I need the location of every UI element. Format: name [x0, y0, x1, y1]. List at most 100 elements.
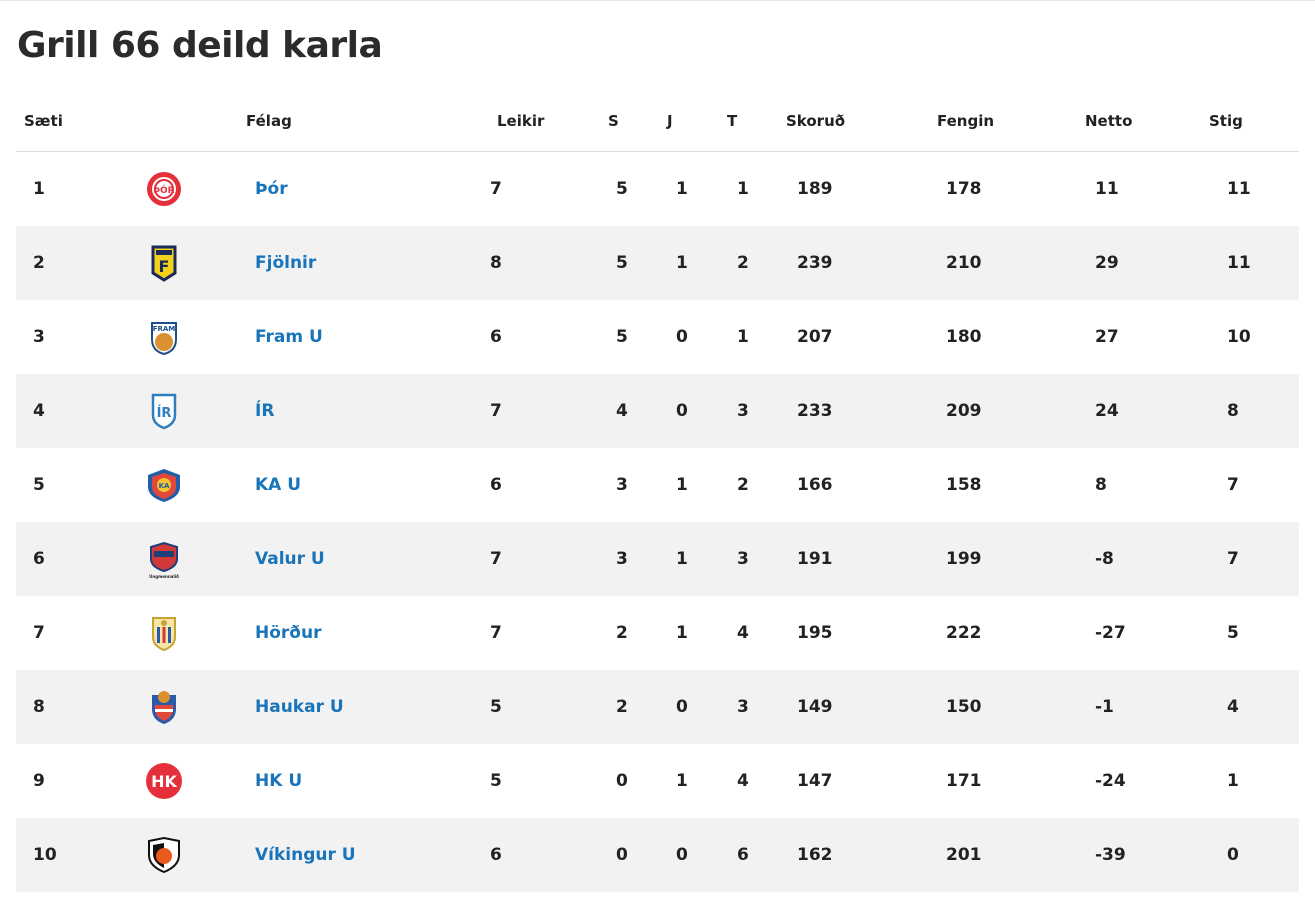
header-wins: S — [608, 90, 667, 152]
played-cell: 8 — [481, 226, 608, 300]
header-played: Leikir — [481, 90, 608, 152]
conceded-cell: 199 — [937, 522, 1085, 596]
rank-cell: 8 — [16, 670, 127, 744]
team-link[interactable]: Valur U — [255, 549, 325, 569]
team-cell: Fjölnir — [246, 226, 481, 300]
svg-text:HK: HK — [151, 772, 177, 791]
conceded-cell: 201 — [937, 818, 1085, 892]
wins-cell: 5 — [616, 179, 628, 199]
losses-cell: 3 — [727, 670, 786, 744]
points-cell: 4 — [1209, 670, 1299, 744]
scored-cell: 207 — [797, 327, 833, 347]
draws-cell: 1 — [667, 522, 727, 596]
table-row: 2 F Fjölnir 8 5 1 2 239 210 29 11 — [16, 226, 1299, 300]
team-link[interactable]: ÍR — [255, 401, 275, 421]
team-cell: HK U — [246, 744, 481, 818]
table-row: 6 Ungmennalið Valur U 7 3 1 3 191 199 -8 7 — [16, 522, 1299, 596]
header-scored: Skoruð — [786, 90, 937, 152]
draws-cell: 1 — [676, 179, 688, 199]
scored-cell: 147 — [797, 771, 833, 791]
team-link[interactable]: HK U — [255, 771, 303, 791]
conceded-cell: 222 — [946, 623, 982, 643]
svg-text:FRAM: FRAM — [153, 325, 176, 333]
conceded-cell: 209 — [937, 374, 1085, 448]
scored-cell: 239 — [786, 226, 937, 300]
team-cell: Fram U — [246, 300, 481, 374]
conceded-cell: 178 — [946, 179, 982, 199]
rank-cell: 9 — [33, 771, 45, 791]
scored-cell: 162 — [786, 818, 937, 892]
played-cell: 6 — [490, 327, 502, 347]
hordur-crest-icon — [127, 596, 246, 670]
rank-cell: 5 — [33, 475, 45, 495]
draws-cell: 1 — [667, 226, 727, 300]
thor-crest-icon: ÞÓR — [127, 152, 246, 227]
points-cell: 7 — [1209, 522, 1299, 596]
rank-cell: 6 — [16, 522, 127, 596]
points-cell: 11 — [1227, 179, 1251, 199]
table-row: 1 ÞÓR Þór 7 5 1 1 189 178 11 11 — [16, 152, 1299, 227]
header-draws: J — [667, 90, 727, 152]
team-cell: Víkingur U — [246, 818, 481, 892]
haukar-crest-icon — [127, 670, 246, 744]
ir-crest-icon: ÍR — [127, 374, 246, 448]
scored-cell: 195 — [797, 623, 833, 643]
table-row: 7 Hörður 7 2 1 4 195 222 -27 5 — [16, 596, 1299, 670]
svg-text:Ungmennalið: Ungmennalið — [149, 574, 179, 579]
fram-crest-icon: FRAM — [127, 300, 246, 374]
played-cell: 7 — [481, 522, 608, 596]
team-cell: Hörður — [246, 596, 481, 670]
table-row: 8 Haukar U 5 2 0 3 149 150 -1 4 — [16, 670, 1299, 744]
played-cell: 6 — [490, 475, 502, 495]
losses-cell: 2 — [727, 226, 786, 300]
points-cell: 1 — [1227, 771, 1239, 791]
svg-text:ÍR: ÍR — [157, 405, 172, 421]
team-link[interactable]: Fjölnir — [255, 253, 317, 273]
conceded-cell: 150 — [937, 670, 1085, 744]
net-cell: 24 — [1085, 374, 1209, 448]
scored-cell: 166 — [797, 475, 833, 495]
draws-cell: 0 — [676, 327, 688, 347]
header-logo — [127, 90, 246, 152]
header-net: Netto — [1085, 90, 1209, 152]
ka-crest-icon: KA — [127, 448, 246, 522]
losses-cell: 4 — [737, 623, 749, 643]
points-cell: 0 — [1209, 818, 1299, 892]
team-link[interactable]: Hörður — [255, 623, 322, 643]
points-cell: 10 — [1227, 327, 1251, 347]
rank-cell: 10 — [16, 818, 127, 892]
team-cell: KA U — [246, 448, 481, 522]
wins-cell: 3 — [608, 522, 667, 596]
conceded-cell: 171 — [946, 771, 982, 791]
wins-cell: 0 — [616, 771, 628, 791]
losses-cell: 1 — [737, 179, 749, 199]
team-link[interactable]: Fram U — [255, 327, 323, 347]
played-cell: 7 — [481, 374, 608, 448]
rank-cell: 4 — [16, 374, 127, 448]
team-link[interactable]: Víkingur U — [255, 845, 356, 865]
team-link[interactable]: KA U — [255, 475, 302, 495]
points-cell: 8 — [1209, 374, 1299, 448]
rank-cell: 7 — [33, 623, 45, 643]
scored-cell: 189 — [797, 179, 833, 199]
rank-cell: 3 — [33, 327, 45, 347]
net-cell: -27 — [1095, 623, 1126, 643]
draws-cell: 1 — [676, 771, 688, 791]
net-cell: -24 — [1095, 771, 1126, 791]
rank-cell: 1 — [33, 179, 45, 199]
table-row: 10 Víkingur U 6 0 0 6 162 201 -39 0 — [16, 818, 1299, 892]
svg-text:KA: KA — [159, 482, 170, 490]
header-conceded: Fengin — [937, 90, 1085, 152]
team-link[interactable]: Þór — [255, 179, 288, 199]
table-row: 5 KA KA U 6 3 1 2 166 158 8 7 — [16, 448, 1299, 522]
net-cell: 29 — [1085, 226, 1209, 300]
wins-cell: 2 — [608, 670, 667, 744]
draws-cell: 0 — [667, 818, 727, 892]
losses-cell: 3 — [727, 374, 786, 448]
header-rank: Sæti — [16, 90, 127, 152]
team-link[interactable]: Haukar U — [255, 697, 344, 717]
header-losses: T — [727, 90, 786, 152]
played-cell: 6 — [481, 818, 608, 892]
scored-cell: 149 — [786, 670, 937, 744]
draws-cell: 0 — [667, 670, 727, 744]
